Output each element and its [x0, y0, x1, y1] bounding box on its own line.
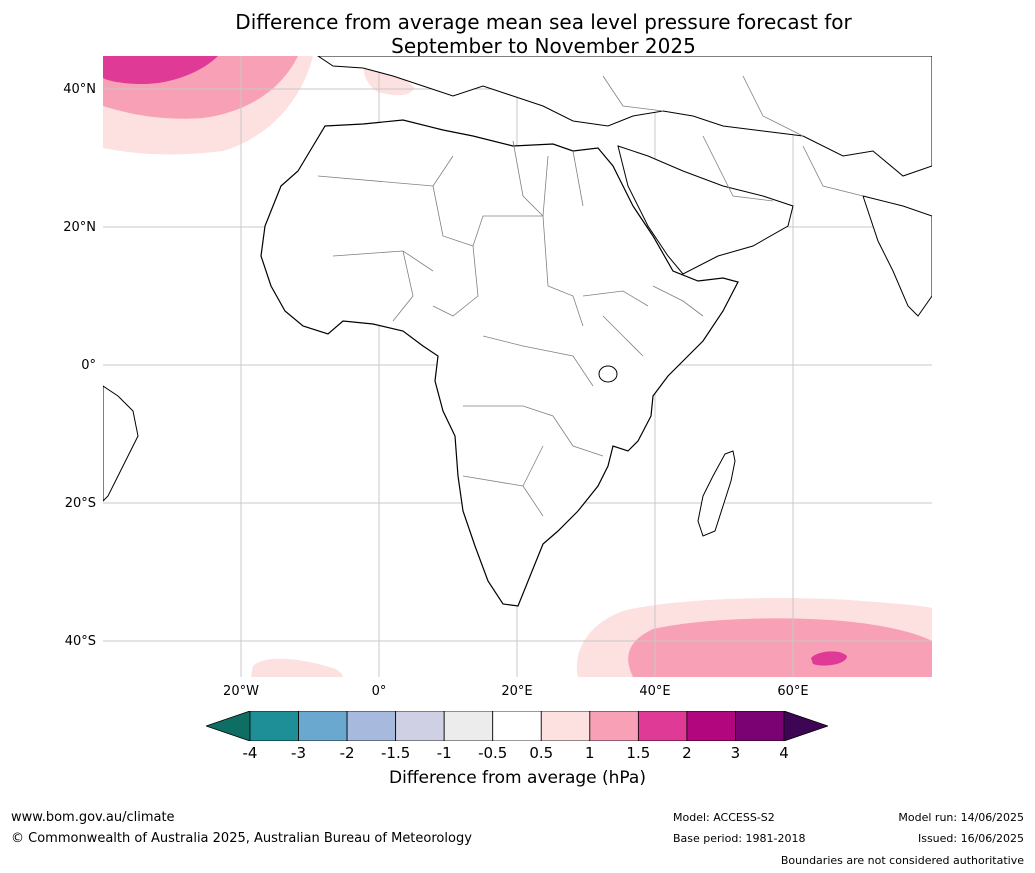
colorbar-tick-label: 0.5 [529, 744, 554, 762]
colorbar-tick-label: 2 [682, 744, 692, 762]
colorbar-swatch [540, 711, 591, 741]
colorbar-tick-label: -0.5 [478, 744, 508, 762]
model-run-text: Model run: 14/06/2025 [898, 811, 1024, 824]
anomaly-magenta-nw [103, 56, 218, 84]
lon-label-40e: 40°E [639, 684, 671, 699]
colorbar-tick-label: -1.5 [380, 744, 411, 762]
africa-landmass [260, 119, 739, 607]
colorbar-swatch [346, 711, 397, 741]
lat-label-40n: 40°N [63, 82, 96, 97]
south-america [103, 385, 139, 502]
issued-text: Issued: 16/06/2025 [917, 832, 1024, 845]
colorbar-tick-label: 1 [585, 744, 595, 762]
colorbar-swatch [735, 711, 785, 741]
lat-label-20n: 20°N [63, 220, 96, 235]
lon-label-20w: 20°W [223, 684, 259, 699]
lat-label-40s: 40°S [64, 634, 96, 649]
colorbar-tick-label: 3 [730, 744, 741, 762]
arabian-peninsula [617, 145, 794, 275]
lon-label-0: 0° [371, 684, 387, 699]
title-line-2: September to November 2025 [391, 34, 696, 58]
map-svg [103, 56, 932, 677]
anomaly-light-pink-sw [251, 658, 343, 677]
colorbar-swatch [589, 711, 639, 741]
copyright-text: © Commonwealth of Australia 2025, Austra… [11, 831, 472, 846]
colorbar-swatch [443, 711, 494, 741]
colorbar-tick-label: -4 [242, 744, 258, 762]
anomaly-magenta-south [811, 651, 847, 666]
india [862, 195, 932, 317]
country-borders [317, 75, 864, 517]
colorbar-tick-label: -3 [291, 744, 307, 762]
anomaly-pink-south [628, 618, 932, 677]
colorbar-swatch [492, 711, 542, 741]
base-period-text: Base period: 1981-2018 [673, 832, 806, 845]
colorbar [206, 711, 828, 741]
lon-label-60e: 60°E [777, 684, 809, 699]
colorbar-tick-label: 4 [779, 744, 789, 762]
lat-label-0: 0° [81, 358, 96, 373]
website-text: www.bom.gov.au/climate [11, 810, 175, 825]
colorbar-tick-label: -2 [339, 744, 355, 762]
colorbar-swatch [395, 711, 445, 741]
forecast-map [103, 56, 932, 677]
title-line-1: Difference from average mean sea level p… [235, 10, 852, 34]
map-title: Difference from average mean sea level p… [0, 10, 1035, 58]
model-text: Model: ACCESS-S2 [673, 811, 775, 824]
colorbar-swatch [686, 711, 736, 741]
colorbar-extension-low [206, 711, 251, 741]
lon-label-20e: 20°E [501, 684, 533, 699]
europe-asia [317, 56, 932, 177]
lake-victoria [598, 365, 618, 383]
colorbar-label: Difference from average (hPa) [389, 768, 646, 788]
colorbar-swatch [249, 711, 299, 741]
madagascar [697, 450, 736, 537]
colorbar-swatches [206, 711, 828, 741]
colorbar-tick-label: 1.5 [626, 744, 651, 762]
lat-label-20s: 20°S [64, 496, 96, 511]
disclaimer-text: Boundaries are not considered authoritat… [780, 854, 1024, 867]
colorbar-extension-high [783, 711, 828, 741]
colorbar-swatch [637, 711, 688, 741]
colorbar-tick-label: -1 [436, 744, 452, 762]
colorbar-swatch [298, 711, 348, 741]
